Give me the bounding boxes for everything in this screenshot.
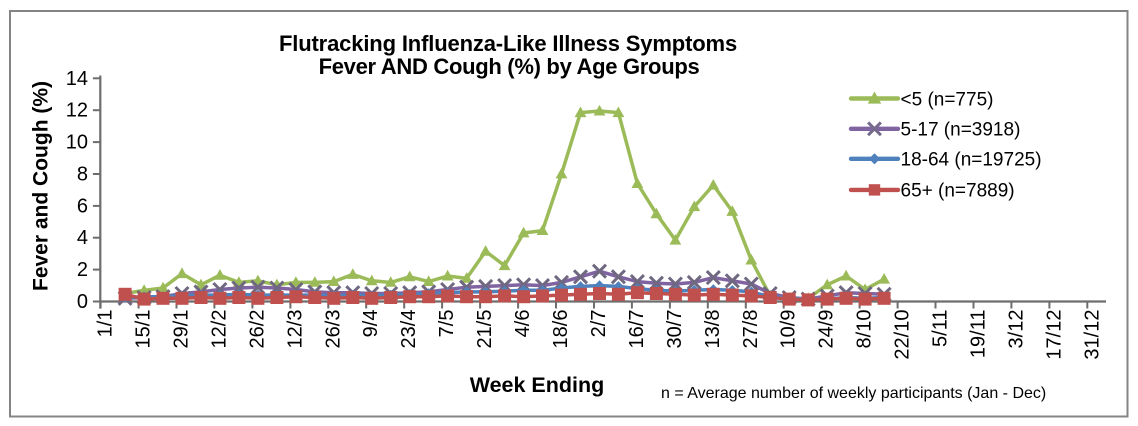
svg-text:5-17 (n=3918): 5-17 (n=3918) <box>901 120 1021 141</box>
svg-text:1/1: 1/1 <box>95 310 117 338</box>
svg-text:19/11: 19/11 <box>968 310 990 359</box>
svg-text:22/10: 22/10 <box>892 310 914 360</box>
svg-text:8/10: 8/10 <box>854 310 876 349</box>
svg-text:7/5: 7/5 <box>436 310 458 338</box>
svg-text:29/1: 29/1 <box>171 310 193 349</box>
svg-text:n = Average number of weekly p: n = Average number of weekly participant… <box>661 385 1046 402</box>
svg-text:4: 4 <box>77 227 88 249</box>
svg-text:8: 8 <box>77 164 88 186</box>
svg-text:4/6: 4/6 <box>512 310 534 338</box>
svg-text:14: 14 <box>66 68 88 90</box>
svg-text:2: 2 <box>77 259 88 281</box>
svg-text:27/8: 27/8 <box>740 310 762 349</box>
svg-text:12: 12 <box>66 100 88 122</box>
svg-text:24/9: 24/9 <box>816 310 838 349</box>
svg-text:Week Ending: Week Ending <box>470 373 605 397</box>
svg-text:16/7: 16/7 <box>626 310 648 349</box>
svg-text:30/7: 30/7 <box>664 310 686 349</box>
svg-text:0: 0 <box>77 291 88 313</box>
svg-text:18-64 (n=19725): 18-64 (n=19725) <box>901 150 1042 171</box>
svg-text:23/4: 23/4 <box>398 310 420 349</box>
svg-text:12/3: 12/3 <box>284 310 306 349</box>
svg-text:Fever and Cough (%): Fever and Cough (%) <box>30 81 53 291</box>
svg-text:Fever AND Cough (%) by Age Gro: Fever AND Cough (%) by Age Groups <box>319 54 700 79</box>
svg-text:Flutracking Influenza-Like Ill: Flutracking Influenza-Like Illness Sympt… <box>279 31 737 56</box>
svg-text:26/2: 26/2 <box>246 310 268 349</box>
svg-text:18/6: 18/6 <box>550 310 572 349</box>
svg-text:5/11: 5/11 <box>930 310 952 347</box>
svg-text:9/4: 9/4 <box>360 310 382 338</box>
svg-text:65+ (n=7889): 65+ (n=7889) <box>901 181 1015 202</box>
svg-text:26/3: 26/3 <box>322 310 344 349</box>
svg-text:21/5: 21/5 <box>474 310 496 349</box>
svg-text:12/2: 12/2 <box>208 310 230 349</box>
svg-text:10/9: 10/9 <box>778 310 800 349</box>
svg-text:10: 10 <box>66 132 88 154</box>
svg-text:31/12: 31/12 <box>1081 310 1103 360</box>
svg-text:13/8: 13/8 <box>702 310 724 349</box>
svg-text:6: 6 <box>77 195 88 217</box>
svg-text:2/7: 2/7 <box>588 310 610 338</box>
svg-text:17/12: 17/12 <box>1043 310 1065 360</box>
svg-text:15/1: 15/1 <box>133 310 155 349</box>
svg-text:3/12: 3/12 <box>1005 310 1027 349</box>
svg-text:<5 (n=775): <5 (n=775) <box>901 89 994 110</box>
